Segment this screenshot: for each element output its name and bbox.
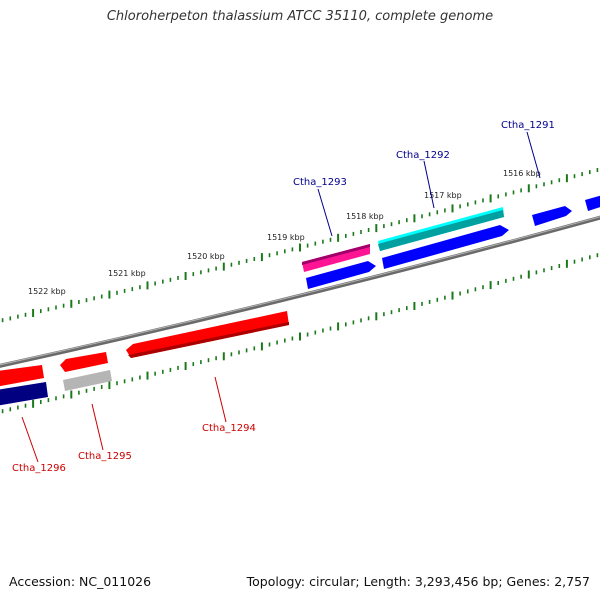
scale-labels: 1522 kbp 1521 kbp 1520 kbp 1519 kbp 1518… xyxy=(28,169,541,296)
label-ctha-1291[interactable]: Ctha_1291 xyxy=(501,120,555,131)
gene-forward-blue-4[interactable] xyxy=(585,193,600,211)
leader-ctha-1292 xyxy=(423,160,435,209)
scale-label-1518: 1518 kbp xyxy=(346,212,384,221)
gene-ctha-1295[interactable] xyxy=(60,352,108,372)
gene-forward-blue-1[interactable] xyxy=(306,261,376,289)
scale-ticks-outer xyxy=(1,168,599,323)
topology-text: Topology: circular; Length: 3,293,456 bp… xyxy=(246,574,590,589)
leader-ctha-1294 xyxy=(214,376,227,423)
scale-label-1521: 1521 kbp xyxy=(108,269,146,278)
scale-label-1516: 1516 kbp xyxy=(503,169,541,178)
label-ctha-1295[interactable]: Ctha_1295 xyxy=(78,451,132,462)
label-ctha-1294[interactable]: Ctha_1294 xyxy=(202,423,256,434)
genome-backbone xyxy=(0,215,600,368)
scale-label-1517: 1517 kbp xyxy=(424,191,462,200)
gene-ctha-1296-navy[interactable] xyxy=(0,382,48,407)
genome-backbone-highlight xyxy=(0,216,600,366)
reverse-genes xyxy=(0,311,289,407)
gene-forward-blue-3[interactable] xyxy=(532,206,572,226)
gene-labels: Ctha_1293 Ctha_1292 Ctha_1291 Ctha_1294 … xyxy=(12,120,555,474)
scale-label-1522: 1522 kbp xyxy=(28,287,66,296)
gene-ctha-1294-shade xyxy=(128,322,289,358)
gene-ctha-1295-grey[interactable] xyxy=(63,370,112,391)
forward-genes xyxy=(302,193,600,289)
map-title: Chloroherpeton thalassium ATCC 35110, co… xyxy=(106,9,494,24)
accession-text: Accession: NC_011026 xyxy=(9,574,152,589)
leader-ctha-1291 xyxy=(526,131,541,179)
scale-label-1520: 1520 kbp xyxy=(187,252,225,261)
label-leaders xyxy=(21,131,541,463)
gene-ctha-1294[interactable] xyxy=(126,311,289,358)
label-ctha-1292[interactable]: Ctha_1292 xyxy=(396,150,450,161)
scale-ticks-inner xyxy=(1,253,599,414)
gene-ctha-1293-shade xyxy=(302,244,370,265)
gene-ctha-1296[interactable] xyxy=(0,365,44,388)
scale-label-1519: 1519 kbp xyxy=(267,233,305,242)
leader-ctha-1293 xyxy=(317,188,333,237)
leader-ctha-1295 xyxy=(91,403,104,451)
gene-forward-blue-2[interactable] xyxy=(382,225,509,269)
label-ctha-1293[interactable]: Ctha_1293 xyxy=(293,177,347,188)
gene-ctha-1292-shade xyxy=(378,210,504,251)
label-ctha-1296[interactable]: Ctha_1296 xyxy=(12,463,66,474)
leader-ctha-1296 xyxy=(21,416,39,463)
